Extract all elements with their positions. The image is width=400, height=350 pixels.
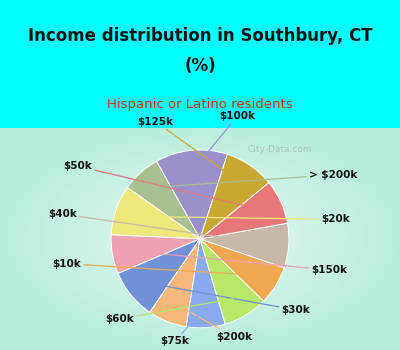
Text: Hispanic or Latino residents: Hispanic or Latino residents xyxy=(107,98,293,111)
Text: > $200k: > $200k xyxy=(156,170,358,187)
Text: $150k: $150k xyxy=(134,251,347,275)
Wedge shape xyxy=(200,239,264,324)
Wedge shape xyxy=(128,161,200,239)
Text: City-Data.com: City-Data.com xyxy=(248,146,312,154)
Text: $10k: $10k xyxy=(52,259,256,275)
Text: $125k: $125k xyxy=(138,117,237,180)
Text: $20k: $20k xyxy=(137,214,350,224)
Wedge shape xyxy=(111,188,200,239)
Text: (%): (%) xyxy=(184,57,216,76)
Wedge shape xyxy=(150,239,200,327)
Wedge shape xyxy=(200,183,288,239)
Wedge shape xyxy=(156,150,228,239)
Text: Income distribution in Southbury, CT: Income distribution in Southbury, CT xyxy=(28,27,372,45)
Wedge shape xyxy=(200,223,289,268)
Wedge shape xyxy=(118,239,200,312)
Wedge shape xyxy=(200,239,284,301)
Text: $30k: $30k xyxy=(149,283,310,315)
Wedge shape xyxy=(186,239,225,328)
Wedge shape xyxy=(200,154,269,239)
Text: $50k: $50k xyxy=(63,161,260,209)
Text: $40k: $40k xyxy=(48,209,266,244)
Text: $200k: $200k xyxy=(177,305,252,342)
Wedge shape xyxy=(111,235,200,273)
Text: $60k: $60k xyxy=(106,299,233,324)
Text: $75k: $75k xyxy=(161,310,203,346)
Text: $100k: $100k xyxy=(195,111,255,168)
